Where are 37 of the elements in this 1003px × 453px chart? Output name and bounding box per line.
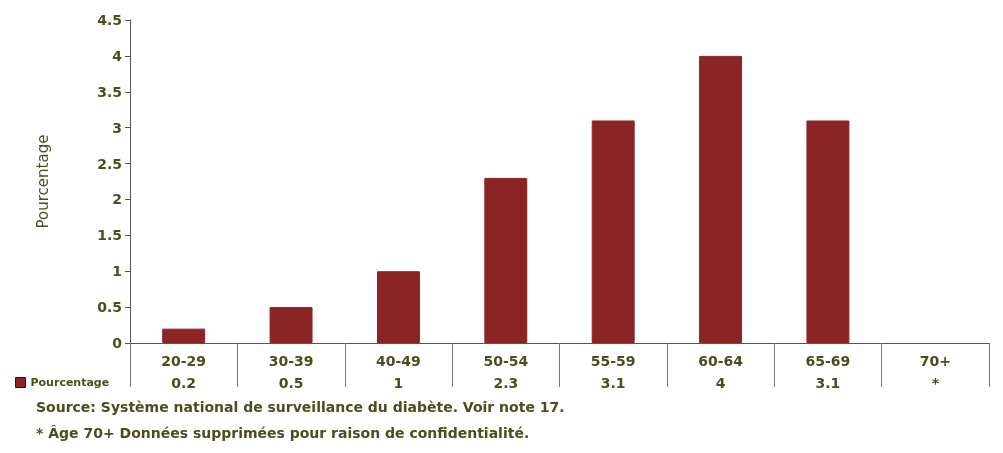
y-tick-label: 0.5 [97,299,122,316]
data-label: 2.3 [493,375,519,391]
x-tick-label: 60-64 [698,353,744,369]
y-tick-label: 3 [112,119,122,136]
y-tick-label: 4 [112,47,123,64]
x-tick-label: 70+ [919,353,951,369]
source-note: Source: Système national de surveillance du diabète. Voir note 17. [36,399,565,415]
x-tick-label: 20-29 [161,353,207,369]
data-label: 3.1 [600,375,626,391]
x-tick-label: 55-59 [590,353,636,369]
y-tick-label: 3.5 [97,83,122,100]
y-tick-label: 0 [112,335,123,351]
bar [806,120,850,343]
data-label: 3.1 [815,375,841,391]
y-tick-label: 1.5 [97,227,122,244]
bar [699,55,743,343]
bar [376,271,420,343]
y-tick-label: 4.5 [97,12,122,28]
y-tick-label: 1 [112,263,122,280]
text: * Âge 70+ Données supprimées pour raison de confidentialité. [36,425,530,441]
y-axis-title: Pourcentage [33,134,52,229]
x-tick-label: 40-49 [376,353,421,369]
x-tick-label: 30-39 [268,353,314,369]
x-tick-label: 65-69 [805,353,851,369]
data-label: 4 [715,375,726,391]
data-label: 0.5 [278,375,304,391]
y-tick-label: 2.5 [97,155,122,172]
bar [162,328,206,343]
bar [484,177,528,343]
data-label: 0.2 [171,375,197,391]
y-tick-label: 2 [112,191,122,208]
data-label: 1 [393,375,404,391]
text: * [931,375,939,391]
bar [591,120,635,343]
x-tick-label: 50-54 [483,353,529,369]
bar [269,307,313,343]
legend-label: Pourcentage [30,376,110,389]
